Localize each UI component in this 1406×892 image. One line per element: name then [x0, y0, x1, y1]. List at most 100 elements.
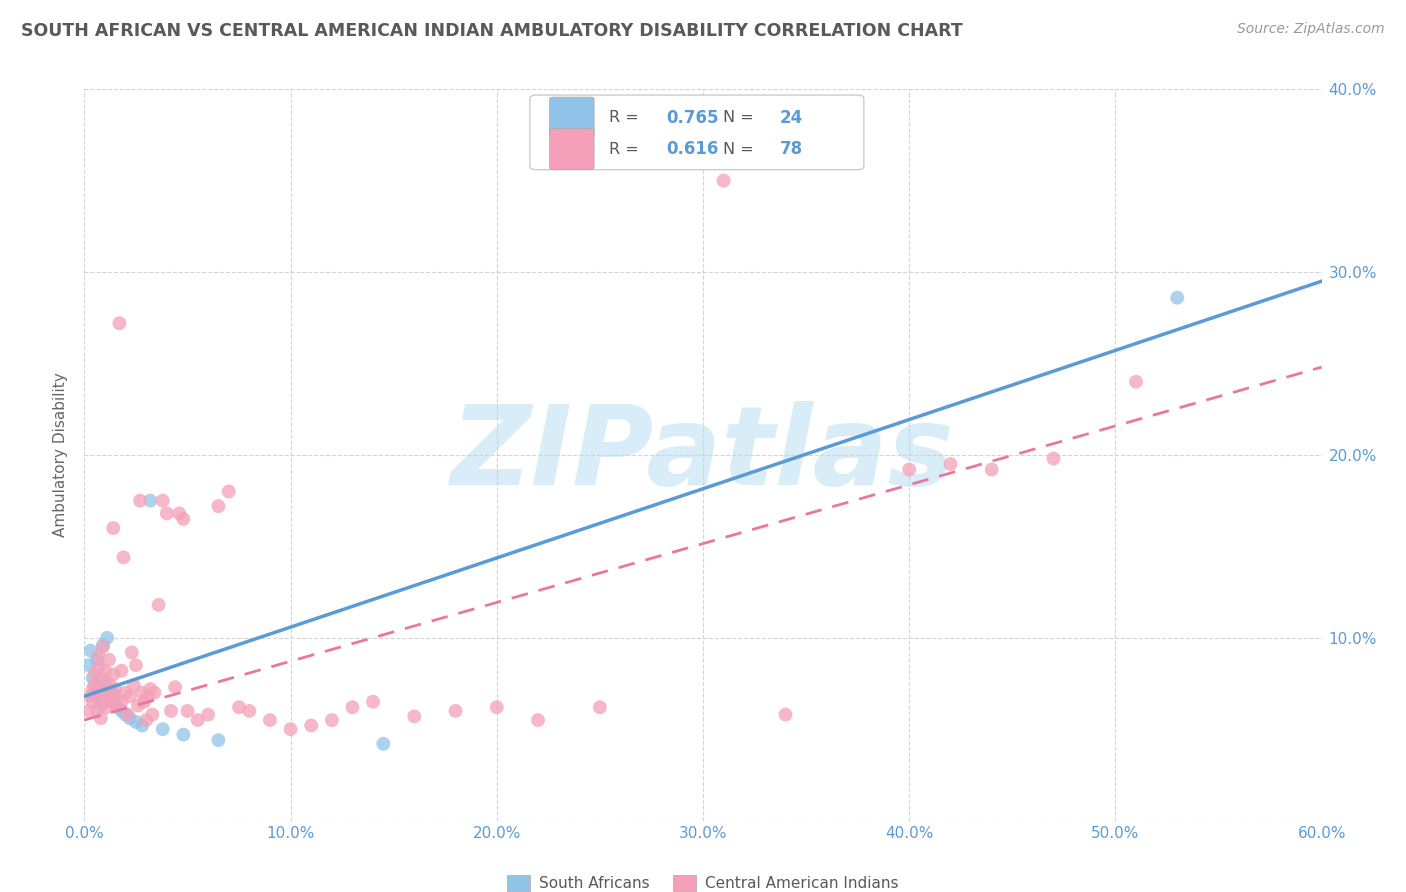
Point	[103, 521, 125, 535]
Point	[167, 507, 190, 521]
Point	[172, 728, 194, 742]
Point	[90, 698, 112, 713]
Point	[228, 700, 250, 714]
Point	[82, 681, 104, 696]
Point	[96, 681, 118, 696]
Point	[77, 704, 100, 718]
Point	[105, 698, 128, 713]
Point	[165, 680, 187, 694]
Text: 0.765: 0.765	[666, 109, 718, 127]
Point	[117, 707, 139, 722]
Point	[100, 685, 122, 699]
Point	[299, 718, 322, 732]
Point	[98, 676, 121, 690]
Point	[98, 690, 121, 704]
Point	[83, 690, 105, 704]
Point	[77, 658, 100, 673]
Point	[143, 685, 166, 699]
Point	[134, 695, 156, 709]
Point	[121, 645, 143, 659]
Point	[112, 550, 135, 565]
Point	[110, 664, 132, 678]
Point	[713, 174, 735, 188]
Text: SOUTH AFRICAN VS CENTRAL AMERICAN INDIAN AMBULATORY DISABILITY CORRELATION CHART: SOUTH AFRICAN VS CENTRAL AMERICAN INDIAN…	[21, 22, 963, 40]
Point	[125, 658, 148, 673]
Point	[404, 709, 426, 723]
Point	[83, 678, 105, 692]
Point	[131, 718, 153, 732]
Point	[91, 640, 114, 654]
Text: Source: ZipAtlas.com: Source: ZipAtlas.com	[1237, 22, 1385, 37]
Point	[91, 695, 114, 709]
Point	[280, 723, 302, 737]
Point	[86, 704, 108, 718]
Point	[207, 733, 229, 747]
Point	[87, 649, 110, 664]
FancyBboxPatch shape	[550, 128, 595, 169]
Point	[100, 695, 122, 709]
Point	[103, 685, 125, 699]
Point	[87, 660, 110, 674]
Point	[898, 462, 921, 476]
Point	[152, 493, 174, 508]
Point	[1125, 375, 1147, 389]
Point	[160, 704, 183, 718]
Point	[176, 704, 198, 718]
Point	[152, 723, 174, 737]
Point	[98, 653, 121, 667]
Point	[373, 737, 395, 751]
Point	[1042, 451, 1064, 466]
Text: 78: 78	[780, 140, 803, 158]
Point	[207, 499, 229, 513]
Point	[141, 707, 163, 722]
Point	[118, 711, 141, 725]
Point	[79, 643, 101, 657]
Point	[103, 667, 125, 681]
Point	[79, 690, 101, 704]
Text: 0.616: 0.616	[666, 140, 718, 158]
Point	[94, 690, 117, 704]
Point	[118, 690, 141, 704]
Text: R =: R =	[609, 142, 644, 157]
Point	[94, 664, 117, 678]
Point	[127, 698, 149, 713]
Point	[129, 493, 152, 508]
Point	[259, 713, 281, 727]
Text: N =: N =	[723, 110, 759, 125]
Legend: South Africans, Central American Indians: South Africans, Central American Indians	[502, 869, 904, 892]
Point	[90, 711, 112, 725]
Point	[83, 667, 105, 681]
Point	[110, 695, 132, 709]
Point	[139, 493, 162, 508]
Point	[342, 700, 364, 714]
Point	[238, 704, 260, 718]
Point	[82, 671, 104, 685]
Text: R =: R =	[609, 110, 644, 125]
Point	[96, 631, 118, 645]
Point	[156, 507, 179, 521]
Point	[172, 512, 194, 526]
Text: N =: N =	[723, 142, 759, 157]
Point	[104, 690, 127, 704]
FancyBboxPatch shape	[530, 95, 863, 169]
Point	[108, 316, 131, 330]
Point	[980, 462, 1002, 476]
Point	[87, 681, 110, 696]
Point	[86, 685, 108, 699]
FancyBboxPatch shape	[550, 97, 595, 138]
Point	[90, 671, 112, 685]
Point	[589, 700, 612, 714]
Point	[110, 704, 132, 718]
Text: 24: 24	[780, 109, 803, 127]
Point	[122, 678, 145, 692]
Point	[82, 695, 104, 709]
Point	[361, 695, 384, 709]
Point	[444, 704, 467, 718]
Point	[105, 700, 128, 714]
Point	[197, 707, 219, 722]
Point	[321, 713, 343, 727]
Point	[131, 685, 153, 699]
Point	[96, 700, 118, 714]
Point	[187, 713, 209, 727]
Point	[1166, 291, 1188, 305]
